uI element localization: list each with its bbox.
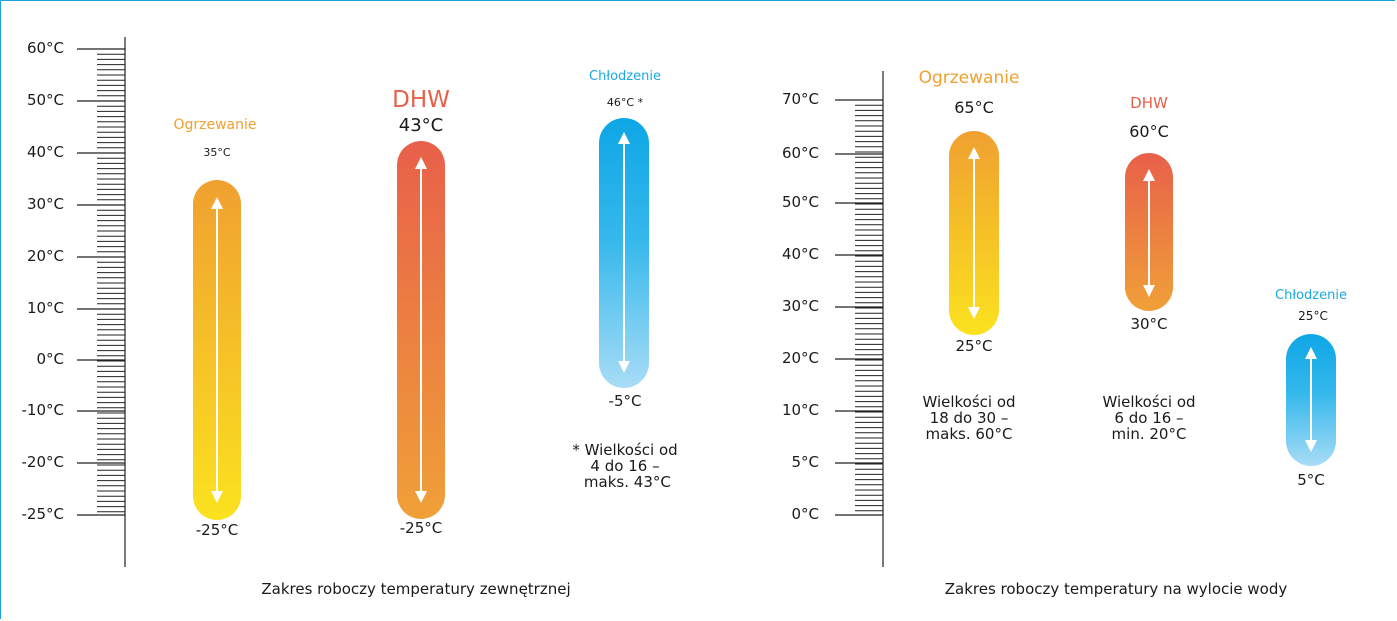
water-heating-max: 65°C <box>954 98 994 117</box>
outdoor-axis-tick-label: 10°C <box>26 299 64 317</box>
water-axis-tick-label: 10°C <box>781 401 819 419</box>
outdoor-axis-tick-label: -25°C <box>21 505 64 523</box>
water-dhw-note: Wielkości od 6 do 16 – min. 20°C <box>1102 393 1196 443</box>
water-dhw-max: 60°C <box>1129 122 1169 141</box>
water-temperature-scale <box>835 71 884 567</box>
outdoor-dhw-bar <box>397 141 445 519</box>
water-axis-tick-label: 60°C <box>781 144 819 162</box>
water-heating-note: Wielkości od 18 do 30 – maks. 60°C <box>922 393 1016 443</box>
outdoor-cooling-title: Chłodzenie <box>589 69 661 84</box>
outdoor-axis-tick-label: 40°C <box>26 143 64 161</box>
outdoor-axis-tick-label: -20°C <box>21 453 64 471</box>
outdoor-heating-min: -25°C <box>195 521 239 539</box>
water-axis-tick-label: 40°C <box>781 245 819 263</box>
outdoor-axis-tick-label: 20°C <box>26 247 64 265</box>
outdoor-caption: Zakres roboczy temperatury zewnętrznej <box>261 580 571 598</box>
outdoor-dhw-title: DHW <box>392 87 450 113</box>
water-heating-bar <box>949 131 999 335</box>
water-axis-tick-label: 70°C <box>781 90 819 108</box>
water-axis-tick-label: 5°C <box>791 453 819 471</box>
outdoor-cooling-min: -5°C <box>608 392 642 410</box>
water-dhw-bar <box>1125 153 1173 311</box>
outdoor-cooling-bar <box>599 118 649 388</box>
outdoor-axis-tick-label: 30°C <box>26 195 64 213</box>
outdoor-dhw-max: 43°C <box>398 115 444 136</box>
outdoor-heating-max: 35°C <box>203 146 231 159</box>
outdoor-heating-title: Ogrzewanie <box>173 117 257 133</box>
water-cooling-max: 25°C <box>1298 309 1328 323</box>
outdoor-cooling-max: 46°C * <box>606 96 644 109</box>
outdoor-dhw-min: -25°C <box>399 519 443 537</box>
water-cooling-title: Chłodzenie <box>1275 288 1347 303</box>
water-dhw-min: 30°C <box>1130 315 1168 333</box>
water-axis-tick-label: 30°C <box>781 297 819 315</box>
water-cooling-bar <box>1286 334 1336 466</box>
water-dhw-title: DHW <box>1130 94 1168 112</box>
water-cooling-min: 5°C <box>1297 471 1325 489</box>
outdoor-axis-tick-label: 50°C <box>26 91 64 109</box>
water-axis-tick-label: 0°C <box>791 505 819 523</box>
outdoor-axis-tick-label: -10°C <box>21 401 64 419</box>
outdoor-cooling-note: * Wielkości od 4 do 16 – maks. 43°C <box>572 441 678 491</box>
outdoor-heating-bar <box>193 180 241 520</box>
outdoor-axis-tick-label: 0°C <box>36 350 64 368</box>
water-caption: Zakres roboczy temperatury na wylocie wo… <box>944 580 1288 598</box>
outdoor-temperature-scale <box>77 37 126 567</box>
water-heating-min: 25°C <box>955 337 993 355</box>
water-axis-tick-label: 50°C <box>781 193 819 211</box>
water-heating-title: Ogrzewanie <box>918 68 1020 88</box>
water-axis-tick-label: 20°C <box>781 349 819 367</box>
outdoor-axis-tick-label: 60°C <box>26 39 64 57</box>
